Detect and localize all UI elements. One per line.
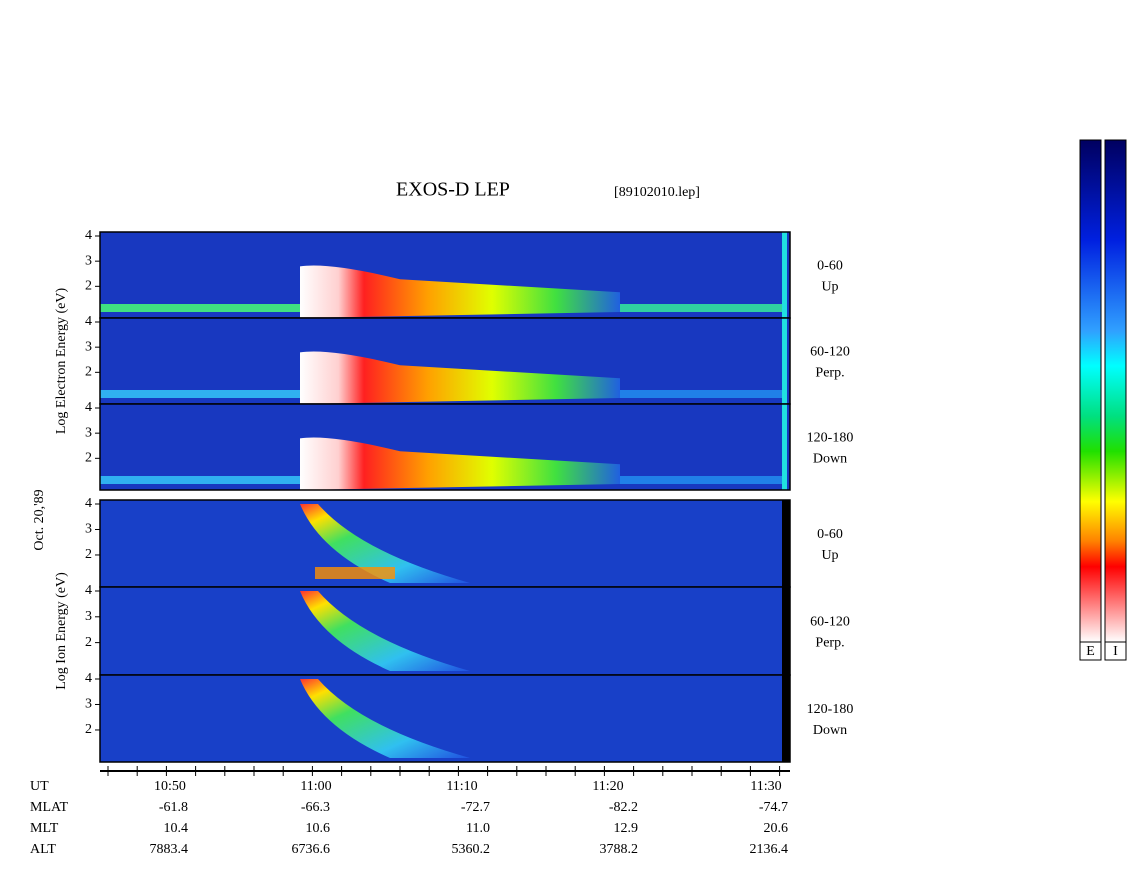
ion-low xyxy=(315,567,395,579)
panel-label: Up xyxy=(821,548,838,563)
row-value: -74.7 xyxy=(759,800,788,815)
panel-label: Down xyxy=(813,723,847,738)
colorbar xyxy=(1104,139,1127,643)
panel-label: 120-180 xyxy=(807,702,854,717)
y-tick-label: 2 xyxy=(85,635,92,650)
panel-label: 0-60 xyxy=(817,259,843,274)
row-value: 3788.2 xyxy=(600,842,639,857)
row-label: UT xyxy=(30,779,49,794)
title: EXOS-D LEP xyxy=(396,179,510,201)
row-value: 11:10 xyxy=(446,779,477,794)
colorbar xyxy=(1079,139,1102,643)
edge-strip xyxy=(782,587,790,675)
row-value: 10.4 xyxy=(164,821,189,836)
colorbar-label-box xyxy=(1079,641,1102,661)
row-label: MLAT xyxy=(30,800,69,815)
panel-label: 60-120 xyxy=(810,614,850,629)
y-tick-label: 4 xyxy=(85,400,92,415)
y-tick-label: 3 xyxy=(85,697,92,712)
low-band xyxy=(100,304,300,312)
ion-streak xyxy=(300,679,470,758)
y-tick-label: 3 xyxy=(85,425,92,440)
axis-label: Log Electron Energy (eV) xyxy=(54,288,69,435)
panel-label: Up xyxy=(821,280,838,295)
row-value: 2136.4 xyxy=(750,842,789,857)
axis-label: Log Ion Energy (eV) xyxy=(54,572,69,690)
row-value: 10.6 xyxy=(306,821,331,836)
row-value: -66.3 xyxy=(301,800,330,815)
panel-label: 0-60 xyxy=(817,527,843,542)
y-tick-label: 4 xyxy=(85,671,92,686)
y-tick-label: 4 xyxy=(85,314,92,329)
ion-streak xyxy=(300,591,470,671)
panel-label: 60-120 xyxy=(810,345,850,360)
row-label: ALT xyxy=(30,842,56,857)
edge-strip xyxy=(782,232,787,318)
row-value: -72.7 xyxy=(461,800,490,815)
y-tick-label: 3 xyxy=(85,609,92,624)
y-tick-label: 4 xyxy=(85,583,92,598)
row-value: 11:00 xyxy=(300,779,331,794)
y-tick-label: 4 xyxy=(85,228,92,243)
panel-label: Perp. xyxy=(815,366,844,381)
edge-strip xyxy=(782,675,790,762)
date: Oct. 20,'89 xyxy=(32,489,47,550)
panel-label: Down xyxy=(813,452,847,467)
y-tick-label: 2 xyxy=(85,547,92,562)
burst xyxy=(300,265,620,318)
y-tick-label: 3 xyxy=(85,522,92,537)
y-tick-label: 2 xyxy=(85,365,92,380)
burst xyxy=(300,437,620,490)
panel-label: 120-180 xyxy=(807,431,854,446)
edge-strip xyxy=(782,318,787,404)
row-value: -82.2 xyxy=(609,800,638,815)
row-value: 20.6 xyxy=(764,821,789,836)
panel-frame xyxy=(99,403,791,491)
colorbar-label: E xyxy=(1086,644,1095,659)
burst xyxy=(300,351,620,404)
low-band xyxy=(100,390,300,398)
y-tick-label: 3 xyxy=(85,339,92,354)
panel-label: Perp. xyxy=(815,635,844,650)
spectrogram xyxy=(100,587,790,675)
row-value: 12.9 xyxy=(614,821,639,836)
row-value: 5360.2 xyxy=(452,842,491,857)
colorbar-label-box xyxy=(1104,641,1127,661)
row-value: 7883.4 xyxy=(150,842,189,857)
colorbar-label: I xyxy=(1113,644,1118,659)
file-name: [89102010.lep] xyxy=(614,185,700,200)
y-tick-label: 3 xyxy=(85,253,92,268)
y-tick-label: 2 xyxy=(85,722,92,737)
row-value: 11:20 xyxy=(592,779,623,794)
spectrogram xyxy=(100,500,790,587)
row-value: 6736.6 xyxy=(292,842,331,857)
row-value: -61.8 xyxy=(159,800,188,815)
y-tick-label: 2 xyxy=(85,451,92,466)
row-label: MLT xyxy=(30,821,59,836)
edge-strip xyxy=(782,500,790,587)
row-value: 11:30 xyxy=(750,779,781,794)
panel-frame xyxy=(99,674,791,763)
spectrogram xyxy=(100,675,790,762)
y-tick-label: 2 xyxy=(85,279,92,294)
y-tick-label: 4 xyxy=(85,496,92,511)
row-value: 10:50 xyxy=(154,779,186,794)
edge-strip xyxy=(782,404,787,490)
low-band xyxy=(100,476,300,484)
row-value: 11.0 xyxy=(466,821,490,836)
